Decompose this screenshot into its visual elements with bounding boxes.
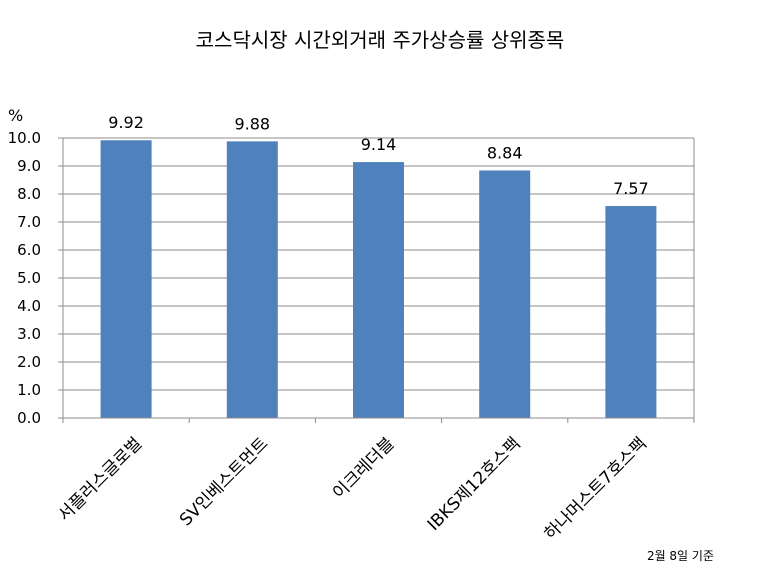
bar	[353, 162, 404, 418]
data-label: 8.84	[487, 143, 523, 162]
data-label: 9.14	[361, 135, 397, 154]
x-category-label: 서플러스글로벌	[55, 434, 147, 526]
data-label: 7.57	[613, 179, 649, 198]
bar	[226, 141, 278, 419]
data-labels: 9.92 9.88 9.14 8.84 7.57	[108, 113, 648, 198]
axes	[62, 138, 695, 423]
x-category-label: SV인베스트먼트	[176, 434, 272, 530]
y-tick-label: 1.0	[17, 381, 41, 399]
x-category-label: 이크레더블	[329, 434, 398, 503]
y-tick-label: 6.0	[17, 241, 41, 259]
y-axis-unit-label: %	[8, 106, 23, 125]
y-tick-label: 9.0	[17, 157, 41, 175]
y-tick-label: 8.0	[17, 185, 41, 203]
y-tick-label: 5.0	[17, 269, 41, 287]
data-label: 9.88	[234, 114, 270, 133]
bar	[100, 140, 152, 419]
y-axis-ticks: 0.0 1.0 2.0 3.0 4.0 5.0 6.0 7.0 8.0 9.0 10.0	[8, 129, 63, 427]
chart-title: 코스닥시장 시간외거래 주가상승률 상위종목	[196, 28, 565, 52]
bar	[605, 206, 657, 418]
x-axis-category-labels: 서플러스글로벌 SV인베스트먼트 이크레더블 IBKS제12호스팩 하나머스트7호스팩	[55, 434, 651, 544]
bars	[100, 140, 657, 419]
y-tick-label: 7.0	[17, 213, 41, 231]
y-tick-label: 3.0	[17, 325, 41, 343]
x-category-label: IBKS제12호스팩	[424, 434, 525, 535]
bar	[479, 170, 531, 418]
y-tick-label: 4.0	[17, 297, 41, 315]
y-tick-label: 2.0	[17, 353, 41, 371]
x-category-label: 하나머스트7호스팩	[541, 434, 651, 544]
date-note: 2월 8일 기준	[647, 549, 714, 563]
y-tick-label: 10.0	[8, 129, 41, 147]
data-label: 9.92	[108, 113, 144, 132]
y-tick-label: 0.0	[17, 409, 41, 427]
